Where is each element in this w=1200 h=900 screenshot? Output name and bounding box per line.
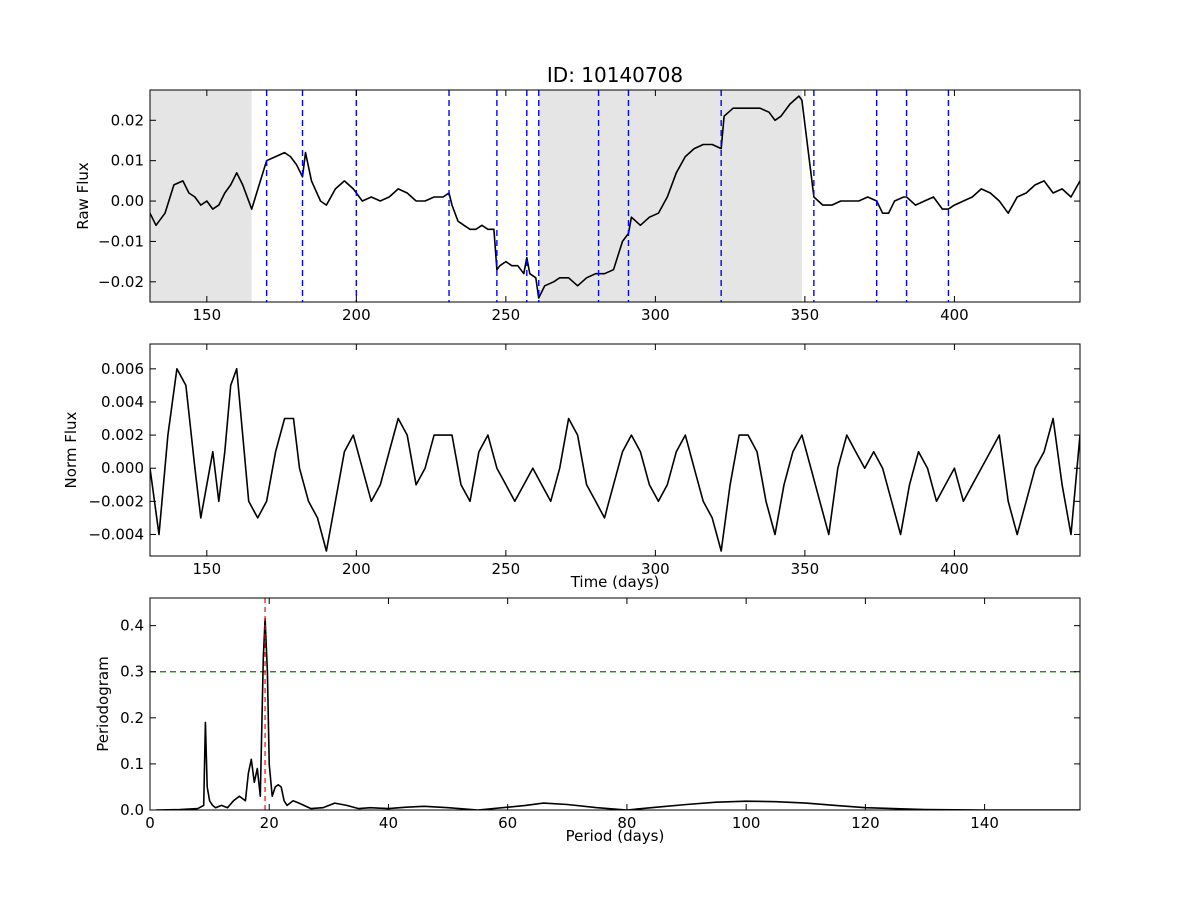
raw-flux-x-tick-label: 250 [492, 306, 521, 324]
norm-flux-x-tick-label: 250 [492, 560, 521, 578]
raw-flux-y-tick-label: −0.02 [98, 273, 144, 291]
periodogram-x-tick-label: 80 [617, 814, 636, 832]
raw-flux-y-tick-label: 0.00 [111, 192, 144, 210]
raw-flux-x-tick-label: 300 [641, 306, 670, 324]
norm-flux-x-tick-label: 350 [791, 560, 820, 578]
periodogram-y-tick-label: 0.2 [120, 709, 144, 727]
norm-flux-y-tick-label: −0.002 [88, 492, 144, 510]
norm-flux-axes-frame [149, 343, 1081, 557]
norm-flux-x-tick-label: 400 [940, 560, 969, 578]
periodogram-x-axis-label: Period (days) [566, 827, 665, 845]
norm-flux-y-tick-label: 0.002 [101, 426, 144, 444]
periodogram-x-tick-label: 40 [379, 814, 398, 832]
norm-flux-y-tick-label: 0.006 [101, 360, 144, 378]
norm-flux-x-tick-label: 300 [641, 560, 670, 578]
periodogram-x-tick-label: 60 [498, 814, 517, 832]
norm-flux-x-tick-label: 200 [342, 560, 371, 578]
norm-flux-y-tick-label: −0.004 [88, 525, 144, 543]
periodogram-x-tick-label: 100 [732, 814, 761, 832]
periodogram-x-tick-label: 120 [851, 814, 880, 832]
raw-flux-x-tick-label: 200 [342, 306, 371, 324]
norm-flux-panel: 150 200 250 300 350 400 −0.004 −0.002 0.000 0.002… [62, 343, 1081, 591]
raw-flux-shaded-region [538, 90, 802, 302]
norm-flux-y-axis-label: Norm Flux [62, 411, 80, 488]
periodogram-axes-frame [149, 597, 1081, 811]
raw-flux-series-line [150, 95, 1080, 299]
raw-flux-axes-frame [149, 89, 1081, 303]
norm-flux-y-tick-label: 0.004 [101, 393, 144, 411]
periodogram-series-line [155, 617, 1080, 810]
norm-flux-x-tick-label: 150 [192, 560, 221, 578]
norm-flux-x-axis-label: Time (days) [570, 573, 660, 591]
raw-flux-y-tick-label: 0.02 [111, 111, 144, 129]
periodogram-y-tick-label: 0.4 [120, 617, 144, 635]
raw-flux-y-axis-label: Raw Flux [74, 162, 92, 230]
periodogram-x-tick-label: 140 [970, 814, 999, 832]
raw-flux-y-tick-label: −0.01 [98, 232, 144, 250]
periodogram-panel: 0 20 40 60 80 100 120 140 0.0 0.1 0.2 0.3 0.4 Periodo… [94, 597, 1081, 845]
raw-flux-x-tick-label: 150 [192, 306, 221, 324]
raw-flux-shaded-region [150, 90, 252, 302]
norm-flux-series-line [150, 367, 1080, 552]
figure-title: ID: 10140708 [547, 63, 683, 87]
raw-flux-x-tick-label: 350 [791, 306, 820, 324]
raw-flux-x-tick-label: 400 [940, 306, 969, 324]
periodogram-x-tick-label: 20 [260, 814, 279, 832]
periodogram-y-axis-label: Periodogram [94, 656, 112, 751]
periodogram-y-tick-label: 0.1 [120, 755, 144, 773]
periodogram-y-tick-label: 0.3 [120, 663, 144, 681]
raw-flux-y-tick-label: 0.01 [111, 152, 144, 170]
raw-flux-panel: 150 200 250 300 350 400 −0.02 −0.01 0.00 0.01 0.02… [74, 89, 1081, 324]
norm-flux-y-tick-label: 0.000 [101, 459, 144, 477]
periodogram-y-tick-label: 0.0 [120, 801, 144, 819]
periodogram-x-tick-label: 0 [145, 814, 155, 832]
